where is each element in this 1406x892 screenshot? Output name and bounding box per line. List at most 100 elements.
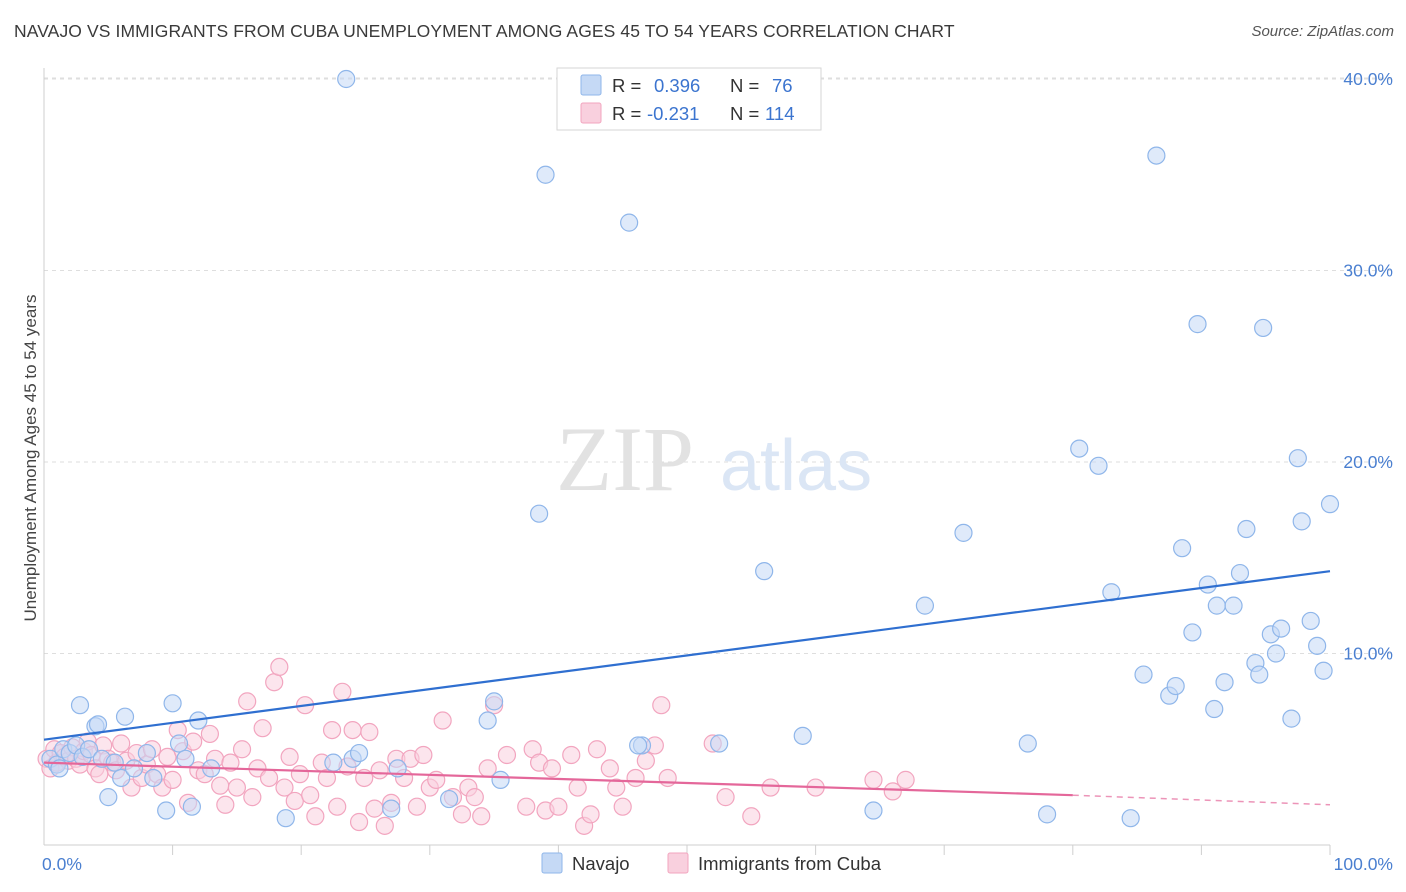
cuba-point (227, 778, 246, 797)
y-tick-label: 10.0% (1343, 644, 1393, 664)
cuba-point (864, 770, 883, 789)
navajo-point (1215, 673, 1234, 692)
cuba-point (317, 768, 337, 788)
cuba-point (270, 657, 289, 677)
navajo-point (1037, 805, 1057, 824)
bottom-legend-swatch-navajo (541, 852, 563, 874)
legend-r-label-navajo: R = (612, 75, 641, 96)
cuba-point (211, 776, 230, 795)
legend-n-label-cuba: N = (730, 103, 759, 124)
cuba-point (542, 759, 562, 778)
bottom-legend-swatch-cuba (667, 852, 689, 874)
cuba-trend-extension (1072, 794, 1331, 806)
cuba-point (568, 778, 587, 797)
navajo-point (629, 736, 648, 755)
cuba-point (652, 696, 671, 715)
watermark-atlas: atlas (720, 426, 872, 506)
cuba-point (275, 778, 294, 797)
cuba-point (452, 805, 472, 824)
cuba-trend-line (43, 761, 1073, 797)
cuba-point (259, 768, 279, 788)
bottom-legend-cuba: Immigrants from Cuba (698, 853, 882, 874)
navajo-point (1205, 699, 1224, 719)
cuba-point (414, 745, 433, 765)
navajo-point (439, 789, 459, 809)
legend-n-label-navajo: N = (730, 75, 759, 96)
y-axis-title: Unemployment Among Ages 45 to 54 years (21, 295, 40, 622)
navajo-point (163, 694, 182, 713)
cuba-point (562, 745, 581, 765)
navajo-point (144, 768, 163, 788)
cuba-point (407, 797, 427, 816)
navajo-point (176, 749, 195, 768)
cuba-point (216, 795, 235, 814)
cuba-point (349, 812, 369, 832)
cuba-point (200, 724, 219, 744)
navajo-point (1314, 661, 1333, 680)
navajo-point (620, 213, 639, 232)
cuba-point (285, 791, 304, 811)
navajo-point (1320, 495, 1340, 514)
navajo-point (99, 788, 118, 807)
series-legend: Navajo Immigrants from Cuba (541, 852, 882, 874)
navajo-point (793, 726, 812, 745)
navajo-point (1282, 709, 1301, 728)
cuba-point (290, 765, 310, 784)
navajo-point (491, 770, 510, 789)
navajo-point (536, 165, 555, 184)
navajo-point (1254, 318, 1273, 338)
cuba-point (280, 747, 299, 767)
navajo-point (1207, 596, 1226, 615)
cuba-point (265, 673, 284, 692)
cuba-point (328, 797, 347, 816)
navajo-point (1224, 596, 1243, 615)
x-tick-label: 100.0% (1334, 854, 1393, 874)
navajo-point (1134, 665, 1153, 684)
navajo-point (1147, 146, 1166, 165)
navajo-point (755, 562, 774, 581)
legend-swatch-cuba (580, 102, 602, 124)
cuba-point (375, 816, 394, 835)
navajo-point (1121, 809, 1140, 828)
bottom-legend-navajo: Navajo (572, 853, 630, 874)
navajo-point (1183, 623, 1202, 642)
legend-swatch-navajo (580, 74, 602, 96)
cuba-point (370, 761, 389, 780)
cuba-point (742, 807, 761, 826)
cuba-point (221, 753, 240, 772)
trend-lines (43, 570, 1331, 806)
cuba-point (581, 805, 600, 824)
navajo-point (1188, 315, 1207, 334)
watermark-zip: ZIP (556, 408, 694, 510)
cuba-point (112, 734, 131, 753)
cuba-point (517, 797, 536, 816)
navajo-point (1237, 519, 1256, 539)
navajo-point (1301, 611, 1320, 631)
chart-title: NAVAJO VS IMMIGRANTS FROM CUBA UNEMPLOYM… (14, 21, 955, 41)
cuba-point (158, 747, 177, 767)
navajo-point (1308, 636, 1327, 655)
legend-r-navajo: 0.396 (654, 75, 700, 96)
cuba-point (433, 711, 452, 730)
cuba-point (626, 768, 645, 788)
cuba-point (587, 740, 607, 759)
cuba-point (365, 799, 384, 818)
cuba-point (238, 692, 257, 711)
cuba-point (301, 786, 320, 805)
cuba-point (243, 788, 262, 807)
cuba-point (600, 759, 619, 778)
navajo-point (1288, 449, 1307, 468)
cuba-point (360, 722, 379, 742)
navajo-point (1166, 676, 1185, 696)
navajo-point (124, 759, 144, 778)
navajo-point (710, 734, 729, 753)
navajo-point (478, 711, 497, 730)
navajo-trend-line (43, 570, 1331, 741)
cuba-point (613, 797, 632, 816)
cuba-point (343, 720, 362, 740)
cuba-point (761, 778, 780, 797)
navajo-point (485, 692, 504, 711)
y-tick-label: 40.0% (1343, 69, 1393, 89)
source-label: Source: ZipAtlas.com (1251, 23, 1394, 40)
